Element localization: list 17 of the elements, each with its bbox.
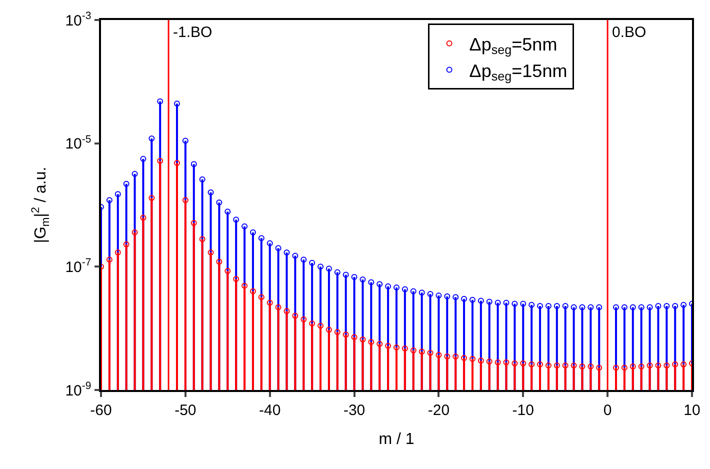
- y-tick-label: 10$^{-5}$: [65, 133, 92, 153]
- legend-label: Δp$_{seg}$=15nm: [469, 60, 568, 84]
- ref-line-label: 0.BO: [612, 24, 646, 41]
- x-tick-label: -60: [90, 402, 112, 419]
- x-tick-label: -20: [428, 402, 450, 419]
- ref-line-label: -1.BO: [173, 24, 212, 41]
- x-tick-label: -50: [174, 402, 196, 419]
- x-axis-title: m / 1: [378, 430, 414, 448]
- x-tick-label: 0: [603, 402, 612, 419]
- x-tick-label: -40: [259, 402, 281, 419]
- x-tick-label: -10: [512, 402, 534, 419]
- y-tick-label: 10$^{-9}$: [65, 380, 92, 400]
- y-tick-label: 10$^{-7}$: [65, 256, 92, 276]
- legend-label: Δp$_{seg}$=5nm: [469, 34, 558, 58]
- x-tick-label: -30: [343, 402, 366, 419]
- y-tick-label: 10$^{-3}$: [65, 10, 92, 30]
- x-tick-label: 10: [684, 402, 700, 419]
